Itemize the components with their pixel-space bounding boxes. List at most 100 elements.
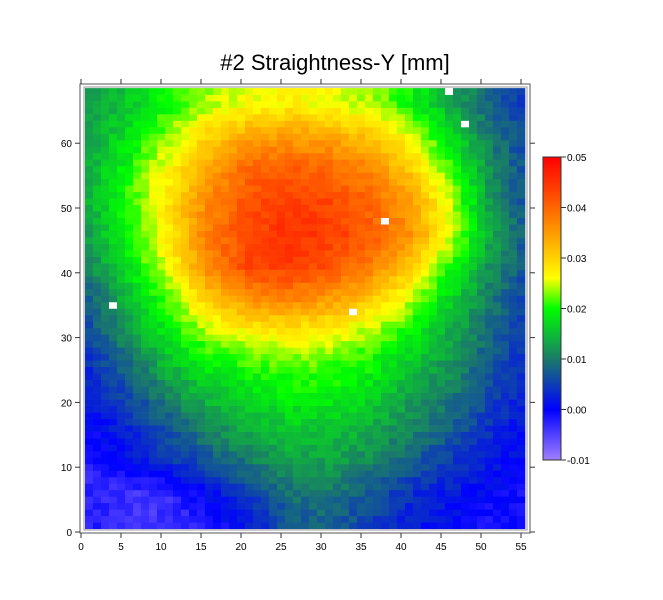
heatmap-cell [349,198,358,206]
heatmap-cell [237,191,246,199]
heatmap-cell [221,256,230,264]
heatmap-cell [365,114,374,121]
heatmap-cell [237,483,246,491]
heatmap-cell [125,211,134,219]
heatmap-cell [333,308,342,316]
heatmap-cell [445,107,454,115]
heatmap-cell [141,386,150,393]
heatmap-cell [493,204,502,212]
heatmap-cell [165,133,174,141]
heatmap-cell [149,418,158,426]
heatmap-cell [173,463,182,471]
heatmap-cell [317,334,326,342]
heatmap-cell [485,412,494,419]
heatmap-cell [285,314,294,322]
heatmap-cell [205,483,214,491]
heatmap-cell [245,243,254,251]
heatmap-cell [333,165,342,173]
heatmap-cell [205,139,214,147]
heatmap-cell [213,276,222,283]
heatmap-cell [221,366,230,374]
heatmap-cell [445,353,454,361]
heatmap-cell [485,457,494,465]
heatmap-cell [485,463,494,471]
heatmap-cell [157,438,166,445]
heatmap-cell [101,379,110,387]
heatmap-cell [229,353,238,361]
heatmap-cell [205,515,214,523]
heatmap-cell [229,463,238,471]
heatmap-cell [301,431,310,439]
heatmap-cell [349,399,358,406]
heatmap-cell [285,152,294,160]
heatmap-cell [245,295,254,303]
heatmap-cell [197,412,206,419]
heatmap-cell [461,353,470,361]
heatmap-cell [341,340,350,348]
heatmap-cell [205,489,214,497]
heatmap-cell [285,204,294,212]
heatmap-cell [181,483,190,491]
heatmap-cell [389,269,398,277]
heatmap-cell [109,211,118,219]
heatmap-cell [301,444,310,452]
heatmap-cell [117,405,126,413]
heatmap-cell [85,178,94,186]
heatmap-cell [125,379,134,387]
heatmap-cell [445,522,454,530]
heatmap-cell [477,496,486,504]
heatmap-cell [101,211,110,219]
heatmap-cell [301,146,310,154]
heatmap-cell [293,301,302,309]
heatmap-cell [493,379,502,387]
heatmap-cell [325,340,334,348]
heatmap-cell [413,451,422,458]
heatmap-cell [469,360,478,368]
heatmap-cell [205,308,214,316]
heatmap-cell [381,470,390,478]
heatmap-cell [517,463,526,471]
heatmap-cell [333,101,342,108]
heatmap-cell [93,314,102,322]
heatmap-cell [461,139,470,147]
heatmap-cell [469,314,478,322]
heatmap-cell [437,522,446,530]
heatmap-cell [237,282,246,290]
heatmap-cell [301,522,310,530]
heatmap-cell [421,159,430,167]
heatmap-cell [221,107,230,115]
heatmap-cell [85,263,94,270]
heatmap-cell [357,444,366,452]
heatmap-cell [469,489,478,497]
heatmap-cell [349,127,358,134]
heatmap-cell [397,295,406,303]
heatmap-cell [149,224,158,231]
heatmap-cell [285,165,294,173]
heatmap-cell [341,295,350,303]
heatmap-cell [293,444,302,452]
heatmap-cell [197,243,206,251]
heatmap-cell [253,178,262,186]
heatmap-cell [485,159,494,167]
heatmap-cell [229,327,238,335]
heatmap-cell [277,224,286,231]
heatmap-cell [357,405,366,413]
heatmap-cell [149,198,158,206]
heatmap-cell [405,172,414,180]
heatmap-cell [229,282,238,290]
heatmap-cell [253,334,262,342]
heatmap-cell [445,457,454,465]
heatmap-cell [181,101,190,108]
heatmap-cell [205,509,214,517]
heatmap-cell [109,366,118,374]
heatmap-cell [245,483,254,491]
heatmap-cell [301,392,310,400]
heatmap-cell [309,172,318,180]
heatmap-cell [293,217,302,225]
heatmap-cell [237,301,246,309]
heatmap-cell [293,412,302,419]
heatmap-cell [269,237,278,244]
heatmap-cell [221,412,230,419]
heatmap-cell [349,282,358,290]
heatmap-cell [453,522,462,530]
